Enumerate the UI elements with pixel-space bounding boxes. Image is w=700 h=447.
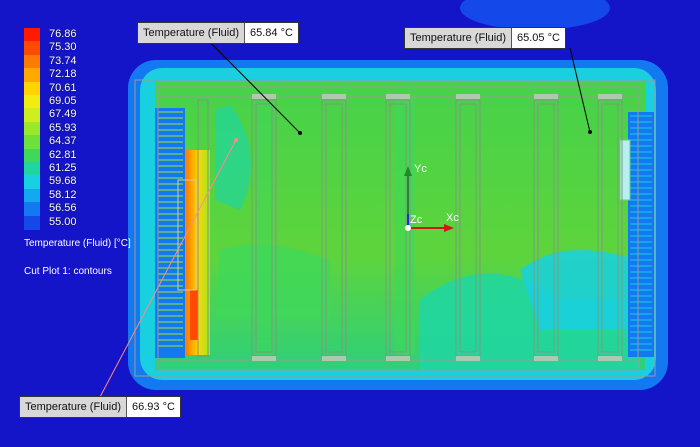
legend-value: 61.25 (49, 162, 77, 174)
flow-halo-top (460, 0, 610, 30)
cool-patch-right (420, 273, 640, 370)
legend-swatch (24, 135, 40, 150)
legend-value: 62.81 (49, 148, 77, 161)
probe-value: 66.93 °C (126, 397, 180, 417)
legend-title: Temperature (Fluid) [°C] (24, 238, 131, 249)
legend-swatch (24, 188, 40, 203)
legend-swatch (24, 148, 40, 163)
axis-label-z: Zc (410, 214, 423, 226)
legend-swatch (24, 81, 40, 96)
component-outline (177, 179, 197, 291)
legend-swatch (24, 175, 40, 190)
probe-value: 65.05 °C (511, 28, 565, 48)
legend-value: 69.05 (49, 95, 77, 107)
probe-value: 65.84 °C (244, 23, 298, 43)
legend-value: 67.49 (49, 108, 77, 121)
legend-value: 55.00 (49, 215, 77, 228)
probe-label: Temperature (Fluid) (138, 23, 245, 43)
hot-spot-red (190, 290, 198, 340)
legend-value: 70.61 (49, 81, 77, 94)
legend-swatch (24, 121, 40, 136)
legend-swatch (24, 95, 40, 109)
probe-pointer-3 (99, 139, 237, 398)
legend-value: 75.30 (49, 41, 77, 54)
probe-point-1 (298, 131, 302, 135)
cool-patch-upper (215, 105, 251, 210)
legend-swatch (24, 202, 40, 217)
legend-swatch (24, 28, 40, 42)
legend-value: 64.37 (49, 135, 77, 148)
legend-swatch (24, 68, 40, 83)
cut-plot-label: Cut Plot 1: contours (24, 266, 112, 277)
heatsink-left (155, 108, 185, 358)
legend-value: 56.56 (49, 202, 77, 215)
legend-swatch (24, 41, 40, 56)
legend-value: 76.86 (49, 28, 77, 40)
probe-label: Temperature (Fluid) (405, 28, 512, 48)
probe-point-2 (588, 130, 592, 134)
legend-swatch (24, 215, 40, 230)
legend-swatch (24, 108, 40, 123)
cool-patch-right-2 (520, 250, 640, 330)
legend-value: 73.74 (49, 54, 77, 67)
probe-label: Temperature (Fluid) (20, 397, 127, 417)
probe-pointer-2 (569, 47, 591, 133)
legend-value: 58.12 (49, 188, 77, 201)
probe-pointer-1 (207, 39, 301, 134)
probe-callout[interactable]: Temperature (Fluid) 66.93 °C (19, 396, 181, 418)
axis-label-x: Xc (446, 212, 459, 224)
color-legend: 76.86 75.30 73.74 72.18 70.61 69.05 67.49 65.93… (22, 28, 162, 238)
heatsink-right (619, 112, 654, 357)
coordinate-triad (404, 166, 454, 232)
legend-value: 72.18 (49, 68, 77, 81)
fluid-stripe (255, 95, 273, 355)
legend-swatch (24, 54, 40, 69)
legend-swatch (24, 162, 40, 176)
legend-value: 65.93 (49, 121, 77, 134)
probe-callout[interactable]: Temperature (Fluid) 65.84 °C (137, 22, 299, 44)
axis-label-y: Yc (414, 163, 427, 175)
probe-point-3 (234, 138, 238, 142)
legend-value: 59.68 (49, 175, 77, 188)
probe-callout[interactable]: Temperature (Fluid) 65.05 °C (404, 27, 566, 49)
